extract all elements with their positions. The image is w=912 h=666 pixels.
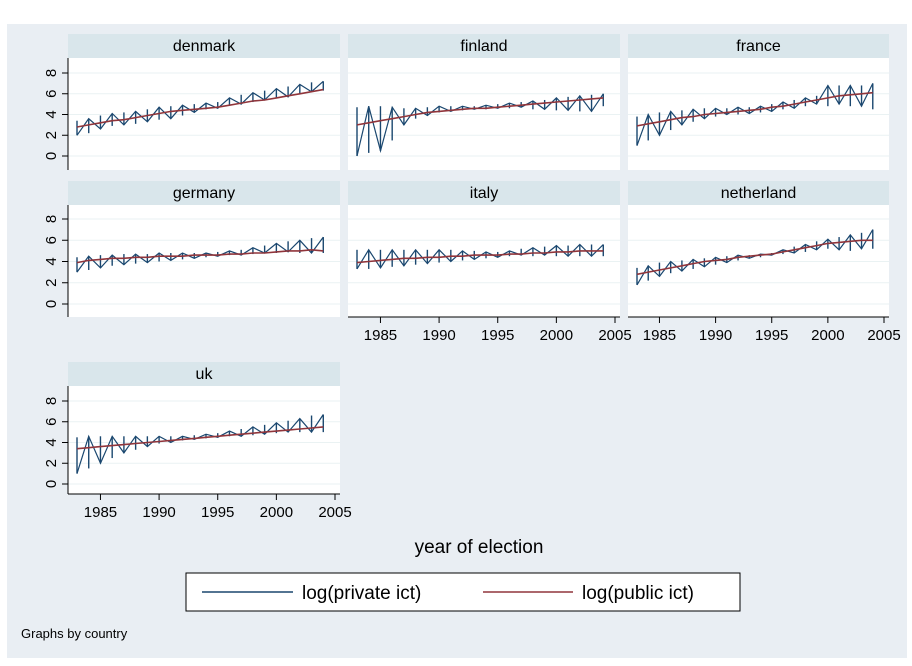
panel-title-uk: uk <box>196 366 214 383</box>
y-tick-label-denmark-6: 6 <box>43 90 60 98</box>
panel-strip-netherland <box>628 181 889 205</box>
y-tick-label-uk-6: 6 <box>43 418 60 426</box>
private-line-finland <box>356 93 604 157</box>
x-tick-label-uk-1995: 1995 <box>201 504 234 521</box>
private-line-denmark <box>76 80 324 136</box>
x-tick-label-uk-1990: 1990 <box>142 504 175 521</box>
y-tick-label-uk-0: 0 <box>43 480 60 488</box>
x-tick-label-italy-2000: 2000 <box>540 327 573 344</box>
plot-area-uk <box>68 386 340 494</box>
legend-label-private: log(private ict) <box>302 583 421 604</box>
panel-title-netherland: netherland <box>721 185 797 202</box>
x-tick-label-uk-2005: 2005 <box>318 504 351 521</box>
y-tick-label-uk-4: 4 <box>43 438 60 446</box>
x-tick-label-netherland-2000: 2000 <box>811 327 844 344</box>
x-tick-label-italy-2005: 2005 <box>598 327 631 344</box>
panel-title-france: france <box>736 38 781 55</box>
y-tick-label-denmark-2: 2 <box>43 131 60 139</box>
panel-strip-denmark <box>68 34 340 58</box>
legend-label-public: log(public ict) <box>582 583 694 604</box>
x-tick-label-netherland-1990: 1990 <box>699 327 732 344</box>
public-line-germany <box>76 248 324 264</box>
panel-strip-france <box>628 34 889 58</box>
x-tick-label-italy-1985: 1985 <box>364 327 397 344</box>
panel-title-denmark: denmark <box>173 38 236 55</box>
y-tick-label-uk-2: 2 <box>43 459 60 467</box>
panel-strip-finland <box>348 34 620 58</box>
x-tick-label-netherland-2005: 2005 <box>867 327 900 344</box>
x-tick-label-uk-2000: 2000 <box>260 504 293 521</box>
panel-strip-uk <box>68 362 340 386</box>
y-tick-label-germany-2: 2 <box>43 279 60 287</box>
public-line-finland <box>356 97 604 126</box>
public-line-netherland <box>636 239 873 276</box>
panel-strip-italy <box>348 181 620 205</box>
y-tick-label-germany-6: 6 <box>43 236 60 244</box>
panel-title-germany: germany <box>173 185 235 202</box>
y-tick-label-germany-0: 0 <box>43 300 60 308</box>
graph-note: Graphs by country <box>21 626 128 641</box>
public-line-uk <box>76 426 324 450</box>
x-axis-title: year of election <box>415 537 544 558</box>
panel-strip-germany <box>68 181 340 205</box>
y-tick-label-denmark-8: 8 <box>43 69 60 77</box>
y-tick-label-denmark-0: 0 <box>43 152 60 160</box>
y-tick-label-germany-4: 4 <box>43 257 60 265</box>
x-tick-label-italy-1995: 1995 <box>481 327 514 344</box>
x-tick-label-netherland-1985: 1985 <box>643 327 676 344</box>
x-tick-label-netherland-1995: 1995 <box>755 327 788 344</box>
x-tick-label-italy-1990: 1990 <box>422 327 455 344</box>
public-line-france <box>636 91 873 127</box>
panel-title-italy: italy <box>470 185 498 202</box>
panel-title-finland: finland <box>460 38 507 55</box>
y-tick-label-uk-8: 8 <box>43 397 60 405</box>
x-tick-label-uk-1985: 1985 <box>84 504 117 521</box>
y-tick-label-germany-8: 8 <box>43 215 60 223</box>
y-tick-label-denmark-4: 4 <box>43 110 60 118</box>
public-line-denmark <box>76 88 324 128</box>
public-line-italy <box>356 250 604 264</box>
